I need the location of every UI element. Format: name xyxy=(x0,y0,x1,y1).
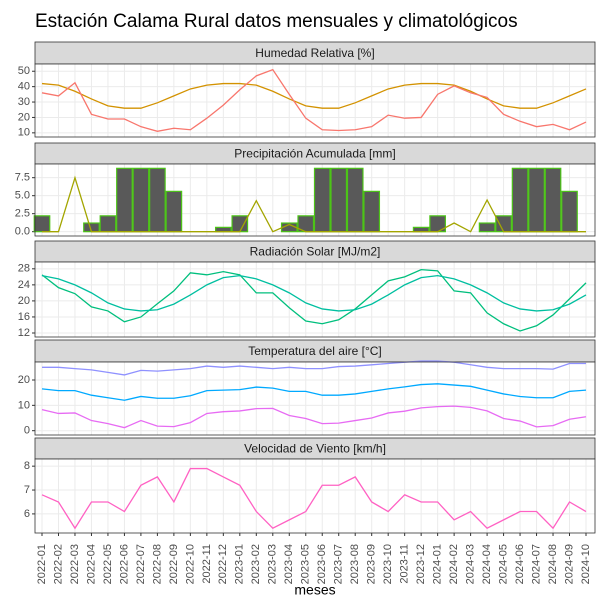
x-tick-label: 2024-08 xyxy=(547,544,559,584)
y-tick-label: 24 xyxy=(18,279,30,291)
bar xyxy=(511,167,529,233)
panel-border xyxy=(34,458,596,534)
x-tick-label: 2022-03 xyxy=(69,544,81,584)
y-tick-label: 10 xyxy=(18,127,30,139)
y-tick-label: 20 xyxy=(18,295,30,307)
x-tick-label: 2022-05 xyxy=(102,544,114,584)
x-tick-label: 2023-07 xyxy=(333,544,345,584)
bar xyxy=(478,222,496,233)
x-tick-label: 2022-09 xyxy=(168,544,180,584)
y-tick-label: 7 xyxy=(24,484,30,496)
x-tick-label: 2024-05 xyxy=(497,544,509,584)
x-tick-label: 2022-04 xyxy=(85,544,97,584)
x-tick-label: 2024-02 xyxy=(448,544,460,584)
y-tick-label: 8 xyxy=(24,460,30,472)
bar xyxy=(561,190,578,233)
x-tick-label: 2023-11 xyxy=(399,544,411,584)
x-tick-label: 2023-08 xyxy=(349,544,361,584)
x-tick-label: 2022-02 xyxy=(52,544,64,584)
y-tick-label: 12 xyxy=(18,327,30,339)
line xyxy=(42,175,586,233)
x-tick-label: 2024-04 xyxy=(481,544,493,584)
x-axis-label: meses xyxy=(294,582,335,598)
x-tick-label: 2022-08 xyxy=(151,544,163,584)
bar xyxy=(33,215,51,233)
x-tick-label: 2023-04 xyxy=(283,544,295,584)
bar xyxy=(313,167,331,233)
bar xyxy=(528,167,545,233)
line xyxy=(41,82,587,109)
y-tick-label: 0 xyxy=(24,425,30,437)
bar xyxy=(132,167,150,233)
y-tick-label: 16 xyxy=(18,311,30,323)
x-tick-label: 2024-07 xyxy=(530,544,542,584)
bar xyxy=(149,167,166,233)
y-tick-label: 50 xyxy=(18,65,30,77)
x-tick-label: 2023-05 xyxy=(300,544,312,584)
y-tick-label: 28 xyxy=(18,263,30,275)
x-tick-label: 2023-10 xyxy=(382,544,394,584)
line xyxy=(41,268,587,332)
y-tick-label: 7.5 xyxy=(15,172,30,184)
panel xyxy=(35,64,595,137)
chart-title: Estación Calama Rural datos mensuales y … xyxy=(35,11,518,32)
x-tick-label: 2022-11 xyxy=(201,544,213,584)
y-tick-label: 40 xyxy=(18,81,30,93)
bar xyxy=(330,167,348,233)
y-tick-label: 30 xyxy=(18,96,30,108)
y-tick-label: 2.5 xyxy=(15,208,30,220)
y-tick-label: 20 xyxy=(18,374,30,386)
panel-border xyxy=(34,361,596,436)
bar xyxy=(363,190,381,233)
line xyxy=(41,467,587,530)
strip-title: Precipitación Acumulada [mm] xyxy=(234,147,395,161)
bar xyxy=(544,167,562,233)
x-tick-label: 2023-02 xyxy=(250,544,262,584)
x-tick-label: 2024-01 xyxy=(432,544,444,584)
bar xyxy=(231,215,249,233)
strip-title: Radiación Solar [MJ/m2] xyxy=(250,245,381,259)
panel-border xyxy=(34,63,596,138)
x-tick-label: 2023-01 xyxy=(234,544,246,584)
y-tick-label: 10 xyxy=(18,399,30,411)
strip-title: Humedad Relativa [%] xyxy=(255,46,374,60)
y-tick-label: 0.0 xyxy=(15,226,30,238)
x-tick-label: 2023-06 xyxy=(316,544,328,584)
strip-title: Temperatura del aire [°C] xyxy=(248,344,382,358)
x-tick-label: 2024-09 xyxy=(563,544,575,584)
x-tick-label: 2022-10 xyxy=(184,544,196,584)
strip-title: Velocidad de Viento [km/h] xyxy=(244,442,386,456)
line xyxy=(42,360,586,376)
line xyxy=(41,383,587,401)
x-tick-label: 2023-12 xyxy=(415,544,427,584)
x-tick-label: 2023-09 xyxy=(366,544,378,584)
x-tick-label: 2024-10 xyxy=(580,544,592,584)
x-tick-label: 2024-03 xyxy=(465,544,477,584)
panel-border xyxy=(34,261,596,338)
y-tick-label: 20 xyxy=(18,111,30,123)
panel xyxy=(35,362,595,435)
bar xyxy=(116,167,133,233)
bar xyxy=(495,215,512,233)
x-tick-label: 2023-03 xyxy=(267,544,279,584)
panel-border xyxy=(34,163,596,237)
y-tick-label: 5.0 xyxy=(15,190,30,202)
x-tick-label: 2022-07 xyxy=(135,544,147,584)
bar xyxy=(165,190,183,233)
bar xyxy=(99,215,117,233)
line xyxy=(41,68,587,132)
line xyxy=(41,274,587,312)
line xyxy=(41,405,587,429)
x-tick-label: 2022-01 xyxy=(36,544,48,584)
x-tick-label: 2024-06 xyxy=(514,544,526,584)
bar xyxy=(346,167,364,233)
x-tick-label: 2022-06 xyxy=(118,544,130,584)
panel xyxy=(35,262,595,337)
y-tick-label: 6 xyxy=(24,508,30,520)
x-tick-label: 2022-12 xyxy=(217,544,229,584)
